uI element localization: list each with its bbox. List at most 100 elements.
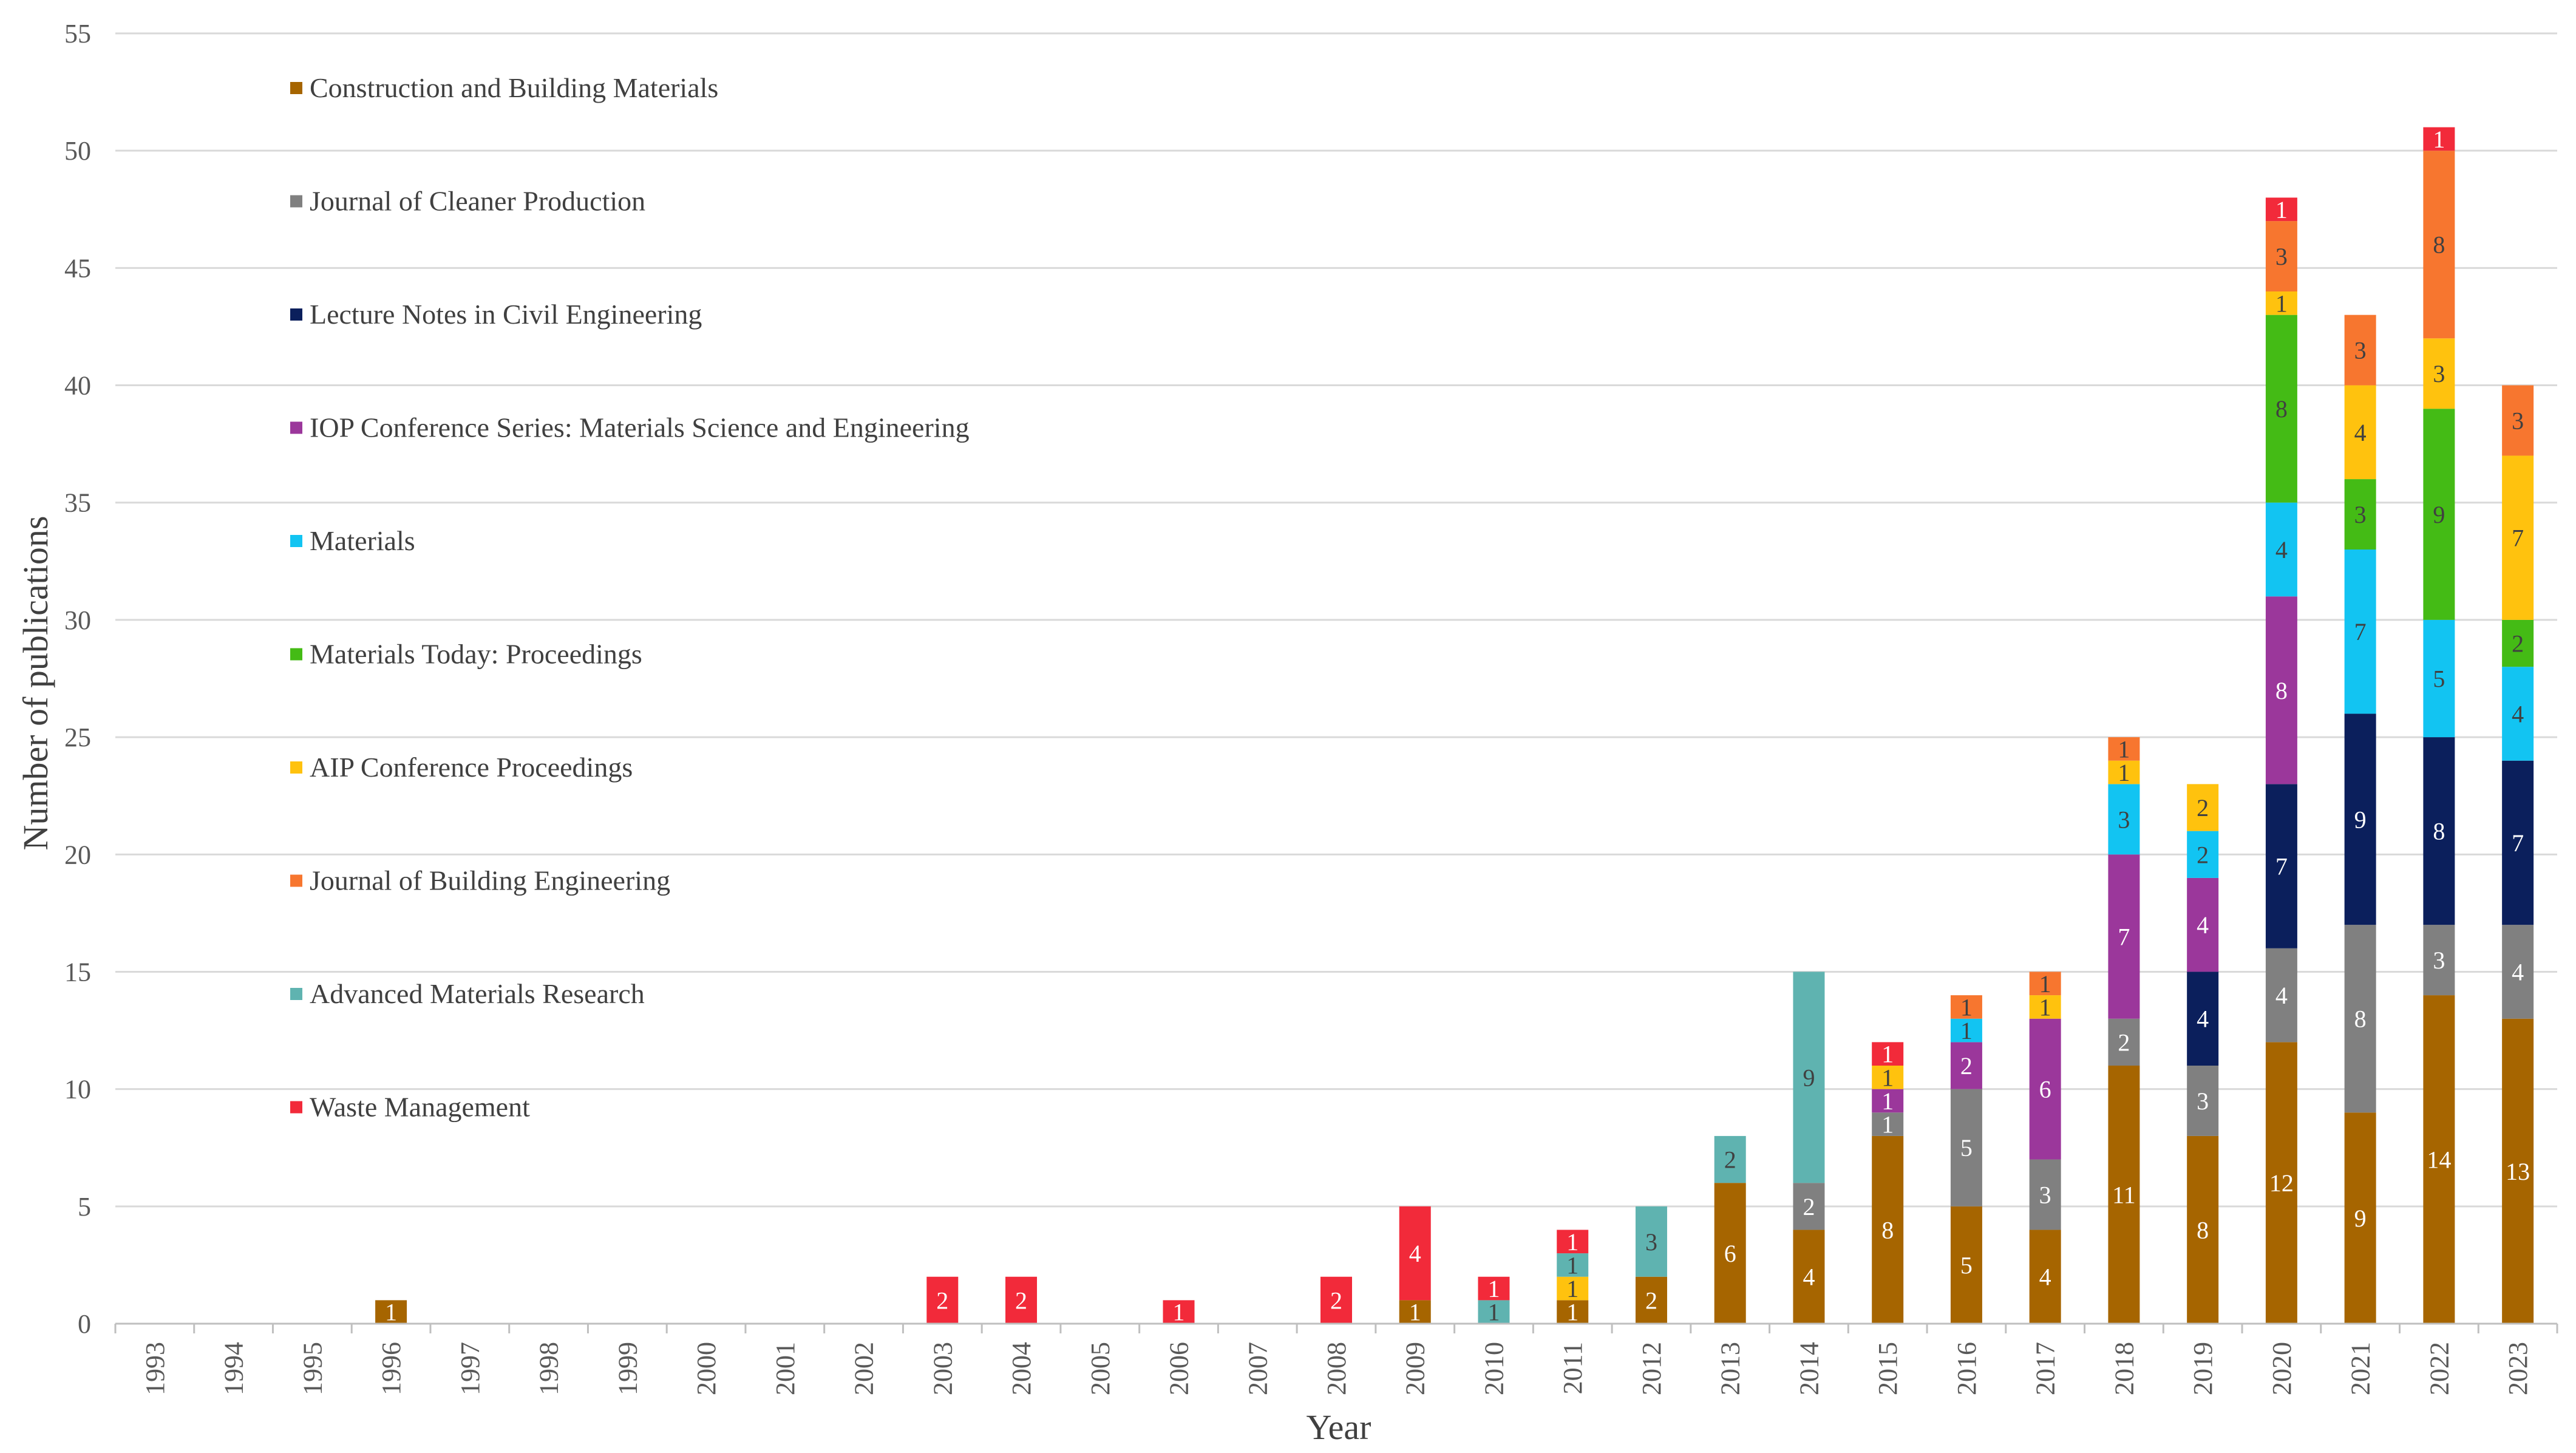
legend-label-materials: Materials: [310, 525, 415, 556]
legend-swatch-materials-today-proceedings: [290, 648, 302, 661]
bar-segment-waste-management-2011: [1557, 1230, 1589, 1254]
bar-segment-waste-management-2020: [2265, 197, 2297, 222]
data-label-waste-management-2020: 1: [2275, 196, 2288, 223]
data-label-advanced-materials-research-2013: 2: [1724, 1146, 1736, 1174]
bar-segment-materials-2020: [2265, 502, 2297, 597]
x-tick-label-2015: 2015: [1873, 1342, 1903, 1395]
bar-segment-journal-of-cleaner-production-2016: [1950, 1089, 1982, 1206]
x-tick-label-2023: 2023: [2503, 1342, 2533, 1395]
legend-label-waste-management: Waste Management: [310, 1092, 530, 1123]
data-label-journal-of-cleaner-production-2018: 2: [2118, 1029, 2130, 1056]
x-tick-label-2006: 2006: [1164, 1342, 1194, 1395]
legend-swatch-materials: [290, 535, 302, 547]
data-label-journal-of-building-engineering-2017: 1: [2039, 970, 2051, 998]
data-label-materials-2020: 4: [2275, 536, 2288, 563]
bar-segment-construction-and-building-materials-2013: [1714, 1183, 1746, 1324]
data-label-journal-of-building-engineering-2018: 1: [2118, 735, 2130, 763]
data-label-journal-of-building-engineering-2022: 8: [2433, 231, 2445, 259]
bar-segment-materials-2022: [2423, 619, 2455, 738]
bar-segment-aip-conference-proceedings-2020: [2265, 291, 2297, 315]
bar-segment-construction-and-building-materials-2017: [2029, 1230, 2061, 1324]
data-label-iop-conference-series-materials-science-and-engineering-2016: 2: [1960, 1052, 1973, 1080]
data-label-journal-of-cleaner-production-2016: 5: [1960, 1134, 1973, 1162]
x-tick-label-2021: 2021: [2346, 1342, 2376, 1395]
data-label-advanced-materials-research-2010: 1: [1487, 1299, 1500, 1326]
legend-swatch-journal-of-cleaner-production: [290, 195, 302, 208]
data-label-construction-and-building-materials-2023: 13: [2506, 1158, 2530, 1185]
data-label-aip-conference-proceedings-2019: 2: [2197, 794, 2209, 822]
bar-segment-waste-management-2006: [1163, 1300, 1195, 1324]
x-tick-label-1997: 1997: [455, 1342, 485, 1395]
data-label-lecture-notes-in-civil-engineering-2022: 8: [2433, 818, 2445, 845]
bar-segment-construction-and-building-materials-2012: [1635, 1276, 1667, 1324]
y-tick-label-15: 15: [64, 957, 91, 987]
bar-segment-journal-of-building-engineering-2022: [2423, 151, 2455, 339]
data-label-iop-conference-series-materials-science-and-engineering-2015: 1: [1881, 1087, 1894, 1115]
bar-segment-construction-and-building-materials-2009: [1399, 1300, 1431, 1324]
x-tick-label-1998: 1998: [534, 1342, 564, 1395]
bar-segment-construction-and-building-materials-2018: [2108, 1066, 2140, 1324]
data-label-waste-management-2004: 2: [1015, 1287, 1027, 1314]
bar-segment-journal-of-cleaner-production-2021: [2344, 925, 2376, 1113]
legend-swatch-aip-conference-proceedings: [290, 761, 302, 774]
bar-segment-materials-today-proceedings-2023: [2502, 619, 2534, 667]
bar-segment-lecture-notes-in-civil-engineering-2019: [2187, 972, 2219, 1066]
bar-segment-waste-management-2009: [1399, 1206, 1431, 1301]
bar-segment-advanced-materials-research-2012: [1635, 1206, 1667, 1277]
bar-segment-waste-management-2010: [1478, 1276, 1510, 1301]
y-tick-label-25: 25: [64, 723, 91, 752]
bar-segment-materials-2021: [2344, 550, 2376, 714]
bar-segment-lecture-notes-in-civil-engineering-2023: [2502, 760, 2534, 925]
data-label-waste-management-2011: 1: [1566, 1228, 1579, 1256]
bar-segment-journal-of-cleaner-production-2023: [2502, 925, 2534, 1019]
data-label-construction-and-building-materials-2011: 1: [1566, 1299, 1579, 1326]
data-label-materials-today-proceedings-2021: 3: [2354, 501, 2367, 528]
data-label-iop-conference-series-materials-science-and-engineering-2019: 4: [2197, 911, 2209, 939]
bar-segment-aip-conference-proceedings-2022: [2423, 338, 2455, 409]
bar-segment-journal-of-building-engineering-2017: [2029, 972, 2061, 996]
bar-segment-journal-of-building-engineering-2020: [2265, 221, 2297, 291]
data-label-construction-and-building-materials-2020: 12: [2269, 1169, 2294, 1197]
legend-swatch-iop-conference-series-materials-science-and-engineering: [290, 421, 302, 434]
x-tick-label-2003: 2003: [928, 1342, 957, 1395]
y-tick-label-10: 10: [64, 1075, 91, 1104]
bar-segment-construction-and-building-materials-2021: [2344, 1112, 2376, 1324]
bar-segment-journal-of-cleaner-production-2020: [2265, 948, 2297, 1043]
data-label-journal-of-building-engineering-2016: 1: [1960, 993, 1973, 1021]
x-axis-title: Year: [1307, 1407, 1371, 1447]
x-tick-label-2012: 2012: [1637, 1342, 1667, 1395]
legend-swatch-lecture-notes-in-civil-engineering: [290, 308, 302, 321]
x-tick-label-2000: 2000: [692, 1342, 721, 1395]
bar-segment-journal-of-cleaner-production-2014: [1793, 1183, 1825, 1230]
bar-segment-materials-2019: [2187, 831, 2219, 878]
data-label-construction-and-building-materials-2013: 6: [1724, 1240, 1736, 1267]
data-label-lecture-notes-in-civil-engineering-2019: 4: [2197, 1006, 2209, 1033]
bar-segment-iop-conference-series-materials-science-and-engineering-2015: [1872, 1089, 1904, 1113]
x-tick-label-2007: 2007: [1243, 1342, 1273, 1395]
data-label-construction-and-building-materials-2019: 8: [2197, 1216, 2209, 1244]
data-label-materials-2021: 7: [2354, 618, 2367, 645]
y-axis-title: Number of publications: [16, 516, 55, 851]
bar-segment-waste-management-2022: [2423, 127, 2455, 151]
bar-segment-journal-of-cleaner-production-2022: [2423, 925, 2455, 996]
bar-segment-construction-and-building-materials-2020: [2265, 1042, 2297, 1324]
bar-segment-advanced-materials-research-2010: [1478, 1300, 1510, 1324]
bar-segment-iop-conference-series-materials-science-and-engineering-2020: [2265, 596, 2297, 784]
legend-label-journal-of-building-engineering: Journal of Building Engineering: [310, 865, 670, 896]
y-tick-label-20: 20: [64, 840, 91, 869]
bar-segment-journal-of-cleaner-production-2015: [1872, 1112, 1904, 1136]
bar-segment-journal-of-building-engineering-2016: [1950, 995, 1982, 1019]
bar-segment-construction-and-building-materials-1996: [375, 1300, 407, 1324]
data-label-journal-of-cleaner-production-2020: 4: [2275, 982, 2288, 1009]
bar-segment-construction-and-building-materials-2015: [1872, 1135, 1904, 1324]
data-label-waste-management-2022: 1: [2433, 126, 2445, 153]
bar-segment-journal-of-cleaner-production-2018: [2108, 1018, 2140, 1066]
data-label-journal-of-building-engineering-2020: 3: [2275, 243, 2288, 270]
x-tick-label-1996: 1996: [376, 1342, 406, 1395]
y-tick-label-35: 35: [64, 488, 91, 518]
data-label-construction-and-building-materials-2015: 8: [1881, 1216, 1894, 1244]
data-label-aip-conference-proceedings-2020: 1: [2275, 290, 2288, 317]
bar-segment-aip-conference-proceedings-2019: [2187, 784, 2219, 831]
gridlines: [115, 32, 2557, 1208]
bar-segment-advanced-materials-research-2011: [1557, 1253, 1589, 1277]
